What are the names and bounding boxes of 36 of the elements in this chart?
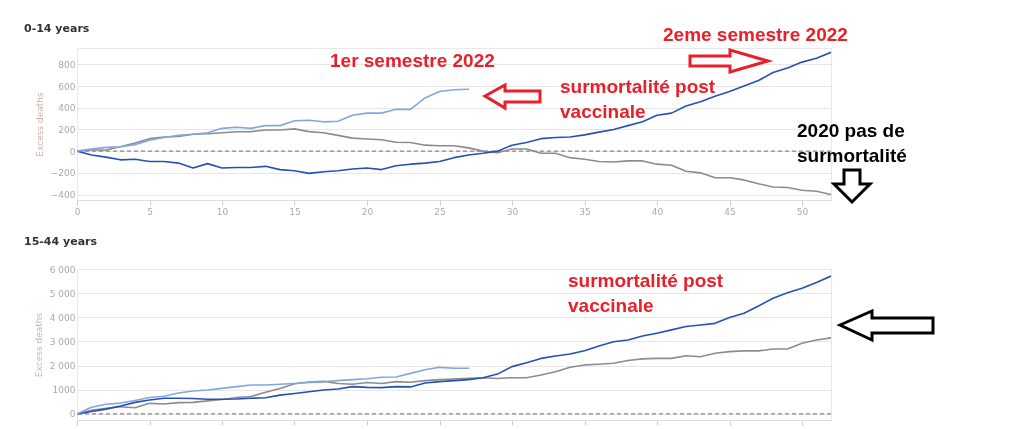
y-tick-label: 3 000: [49, 336, 76, 347]
y-tick-label: 0: [69, 146, 76, 157]
annotation: surmortalité post vaccinale: [568, 269, 725, 318]
x-tick-label: 15: [289, 206, 301, 217]
y-tick-label: 0: [69, 409, 76, 420]
line-series: [77, 366, 470, 415]
x-tick-label: 35: [579, 206, 591, 217]
annotation: surmortalité post vaccinale: [560, 75, 717, 124]
chart-title: 0-14 years: [24, 22, 90, 35]
line-series: [77, 275, 831, 415]
y-tick-label: 600: [58, 81, 76, 92]
line-series: [77, 88, 470, 152]
y-axis-title: Excess deaths: [34, 92, 45, 157]
y-tick-label: 800: [58, 59, 76, 70]
y-tick-label: 5 000: [49, 288, 76, 299]
y-tick-label: 200: [58, 124, 76, 135]
y-tick-label: 400: [58, 103, 76, 114]
y-tick-label: 2 000: [49, 361, 76, 372]
annotation: 1er semestre 2022: [330, 49, 496, 73]
y-tick-label: 6 000: [49, 264, 76, 275]
x-tick-label: 25: [434, 206, 446, 217]
text: 2eme semestre 2022: [663, 23, 849, 47]
x-tick-label: 45: [724, 206, 736, 217]
x-tick-label: 5: [147, 206, 153, 217]
chart-title: 15-44 years: [24, 235, 98, 248]
y-axis-title: Excess deaths: [33, 312, 44, 378]
y-tick-label: 4 000: [49, 312, 76, 323]
x-tick-label: 40: [651, 206, 664, 217]
y-tick-label: −400: [50, 190, 76, 201]
x-tick-label: 30: [506, 206, 519, 217]
y-tick-label: 1000: [52, 385, 76, 396]
x-tick-label: 10: [216, 206, 229, 217]
annotation: 2020 pas de surmortalité: [797, 119, 908, 168]
x-tick-label: 20: [361, 206, 374, 217]
x-tick-label: 50: [796, 206, 809, 217]
y-tick-label: −200: [50, 168, 76, 179]
